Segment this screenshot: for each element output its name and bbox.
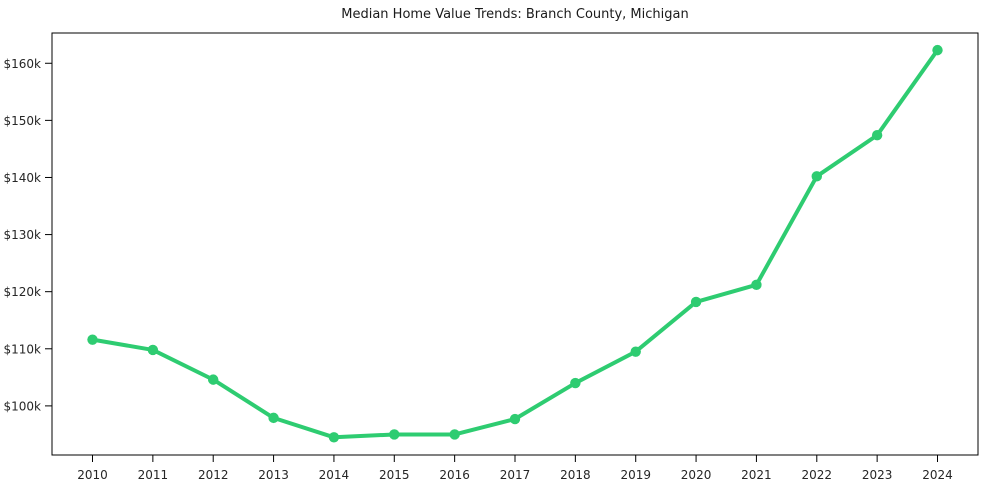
x-tick-label: 2022 — [802, 468, 833, 482]
x-tick-label: 2024 — [922, 468, 953, 482]
data-point-marker — [570, 377, 581, 389]
data-point-marker — [871, 130, 883, 141]
x-tick-label: 2012 — [198, 468, 229, 482]
data-point-marker — [811, 171, 822, 182]
data-point-marker — [690, 296, 702, 308]
y-tick-label: $140k — [4, 171, 42, 185]
y-tick-label: $160k — [4, 57, 42, 71]
y-tick-label: $110k — [4, 342, 42, 356]
x-tick-label: 2011 — [138, 468, 169, 482]
y-tick-label: $150k — [4, 114, 42, 128]
trend-line — [90, 48, 940, 440]
data-point-marker — [147, 344, 159, 356]
x-tick-label: 2019 — [620, 468, 651, 482]
data-point-marker — [268, 412, 279, 424]
y-tick-label: $100k — [4, 399, 42, 413]
x-tick-label: 2014 — [319, 468, 350, 482]
x-tick-label: 2017 — [500, 468, 531, 482]
data-point-marker — [932, 44, 943, 56]
x-tick-label: 2018 — [560, 468, 591, 482]
data-point-marker — [449, 429, 460, 440]
chart-title: Median Home Value Trends: Branch County,… — [341, 7, 689, 22]
data-point-marker — [328, 432, 340, 443]
y-tick-label: $120k — [4, 285, 42, 299]
data-point-marker — [389, 429, 400, 440]
data-point-marker — [751, 279, 762, 291]
data-point-marker — [87, 334, 98, 345]
x-tick-label: 2021 — [741, 468, 772, 482]
x-tick-label: 2023 — [862, 468, 893, 482]
x-tick-label: 2015 — [379, 468, 410, 482]
data-point-marker — [509, 413, 521, 425]
y-tick-label: $130k — [4, 228, 42, 242]
x-tick-label: 2016 — [439, 468, 470, 482]
data-point-marker — [208, 374, 219, 385]
data-point-marker — [630, 346, 641, 357]
x-tick-label: 2020 — [681, 468, 712, 482]
plot-border — [51, 32, 979, 456]
x-tick-label: 2010 — [77, 468, 108, 482]
x-tick-label: 2013 — [258, 468, 289, 482]
